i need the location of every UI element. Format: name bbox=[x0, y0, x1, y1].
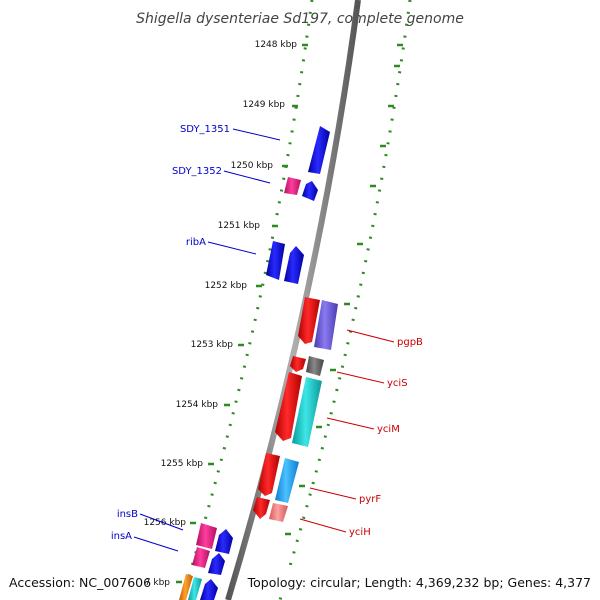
gene-ribA-b[interactable] bbox=[284, 246, 304, 284]
tick-label: 1254 kbp bbox=[176, 400, 219, 410]
gene-blue-insA[interactable] bbox=[208, 553, 225, 575]
genome-backbone bbox=[225, 0, 361, 600]
map-title: Shigella dysenteriae Sd197, complete gen… bbox=[136, 11, 464, 27]
gene-label[interactable]: insA bbox=[111, 531, 132, 542]
gene-label[interactable]: SDY_1351 bbox=[180, 124, 230, 135]
gene-pink-1[interactable] bbox=[284, 177, 301, 195]
tick-label: 1253 kbp bbox=[191, 340, 234, 350]
accession-bg bbox=[4, 572, 146, 592]
tick-label: 1251 kbp bbox=[218, 221, 261, 231]
gene-insB[interactable] bbox=[196, 523, 217, 549]
inner-major-ticks bbox=[176, 43, 308, 584]
gene-SDY_1352[interactable] bbox=[302, 181, 318, 201]
gene-label[interactable]: yciH bbox=[349, 527, 371, 538]
gene-pyrF[interactable] bbox=[275, 458, 299, 503]
outer-gene-track bbox=[253, 297, 338, 522]
topology-text: Topology: circular; Length: 4,369,232 bp… bbox=[247, 575, 591, 590]
accession-text: Accession: NC_007606 bbox=[9, 575, 151, 590]
gene-red-lower[interactable] bbox=[253, 497, 270, 519]
gene-label[interactable]: yciS bbox=[387, 378, 408, 389]
gene-yciS[interactable] bbox=[306, 356, 324, 376]
gene-label[interactable]: yciM bbox=[377, 424, 400, 435]
left-gene-labels: SDY_1351 SDY_1352 ribA insB insA bbox=[111, 124, 230, 542]
gene-pyrF-red[interactable] bbox=[258, 453, 280, 496]
tick-label: 1255 kbp bbox=[161, 459, 204, 469]
gene-red-small[interactable] bbox=[290, 356, 306, 372]
topology-bg bbox=[256, 572, 596, 592]
inner-gene-track bbox=[179, 126, 330, 600]
inner-tick-ring bbox=[180, 0, 314, 600]
gene-label[interactable]: pgpB bbox=[397, 337, 423, 348]
gene-orange[interactable] bbox=[179, 574, 193, 600]
gene-yciM[interactable] bbox=[292, 377, 322, 447]
gene-pgpB-red[interactable] bbox=[298, 297, 320, 344]
gene-SDY_1351[interactable] bbox=[308, 126, 330, 174]
outer-tick-ring bbox=[278, 0, 412, 600]
gene-blue-insB[interactable] bbox=[215, 529, 233, 554]
tick-label: 7 kbp bbox=[145, 578, 171, 588]
gene-pgpB[interactable] bbox=[314, 300, 338, 350]
gene-label[interactable]: SDY_1352 bbox=[172, 166, 222, 177]
tick-label: 1249 kbp bbox=[243, 100, 286, 110]
tick-label: 1248 kbp bbox=[255, 40, 298, 50]
gene-yciM-red[interactable] bbox=[275, 372, 302, 441]
tick-label: 1252 kbp bbox=[205, 281, 248, 291]
right-gene-labels: pgpB yciS yciM pyrF yciH bbox=[349, 337, 423, 538]
gene-ribA-a[interactable] bbox=[266, 241, 285, 280]
gene-label[interactable]: ribA bbox=[186, 237, 206, 248]
tick-label: 1250 kbp bbox=[231, 161, 274, 171]
gene-cyan-bottom[interactable] bbox=[188, 577, 202, 600]
outer-major-ticks bbox=[285, 43, 403, 536]
gene-insA[interactable] bbox=[192, 547, 210, 568]
leader-lines bbox=[133, 128, 395, 552]
gene-blue-bottom[interactable] bbox=[200, 579, 218, 600]
gene-yciH[interactable] bbox=[269, 503, 288, 522]
gene-label[interactable]: pyrF bbox=[359, 494, 381, 505]
gene-label[interactable]: insB bbox=[117, 509, 138, 520]
